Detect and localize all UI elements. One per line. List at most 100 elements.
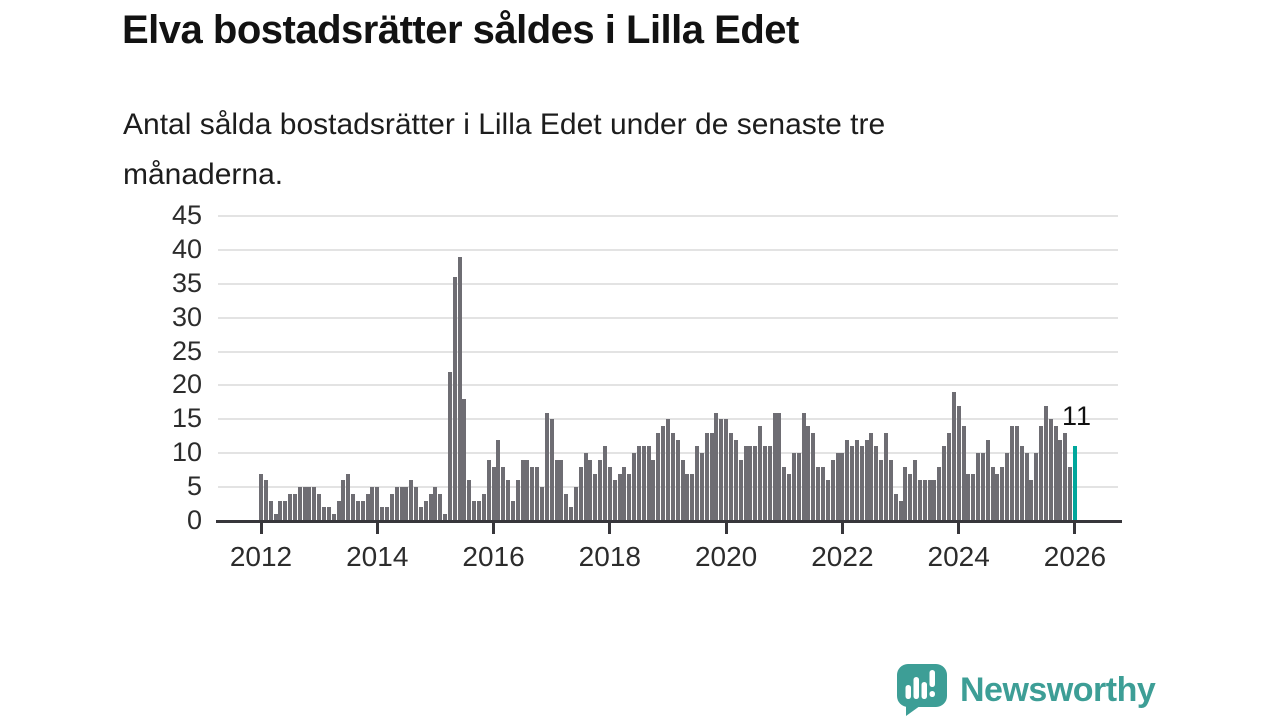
bar [728,432,733,521]
bar [583,453,588,521]
x-axis-label: 2020 [694,541,758,572]
bar [1058,439,1063,521]
bar [268,500,273,521]
bar [913,460,918,521]
bar [443,514,448,521]
bar [1014,426,1019,521]
bar [675,439,680,521]
bar [724,419,729,521]
bar [307,487,312,521]
subtitle-line-2: månaderna. [123,158,284,191]
bar [326,507,331,521]
bar [758,426,763,521]
bar [554,460,559,521]
gridline [218,215,1118,217]
bar [462,399,467,521]
y-axis-label: 15 [171,403,202,434]
x-axis-tick [608,523,612,534]
bar [346,473,351,521]
bar [423,500,428,521]
bar [753,446,758,521]
bar [617,473,622,521]
bar [641,446,646,521]
bar [409,480,414,521]
bar [1000,466,1005,521]
bar [510,500,515,521]
bar [263,480,268,521]
bar [1043,405,1048,521]
bar [564,493,569,521]
gridline [218,316,1118,319]
bar [477,500,482,521]
bar [762,446,767,521]
x-axis-label: 2022 [811,541,874,572]
bar [457,256,462,521]
bar [278,500,283,521]
bar [380,507,385,521]
bar [879,460,884,521]
x-axis-tick [492,523,496,534]
bar [1048,419,1053,521]
bar [942,446,947,521]
bar [317,493,322,521]
bar [661,426,666,521]
bar [908,473,913,521]
bar [292,493,297,521]
gridline [218,384,1118,387]
bar [777,412,782,521]
bar [302,487,307,521]
page-subtitle: Antal sålda bostadsrätter i Lilla Edet u… [123,100,885,200]
x-axis-label: 2026 [1043,541,1107,572]
bar [738,460,743,521]
bar [859,446,864,521]
bar [607,466,612,521]
gridline [218,350,1118,353]
bar [622,466,627,521]
bar [767,446,772,521]
bar [370,487,375,521]
bar [951,392,956,521]
bar [544,412,549,521]
bar [312,487,317,521]
y-axis-label: 20 [171,369,202,400]
bar [384,507,389,521]
bar [283,500,288,521]
x-axis-label: 2024 [927,541,990,572]
bar [632,453,637,521]
y-axis-label: 5 [186,471,202,502]
bar [665,419,670,521]
bar [331,514,336,521]
bar [506,480,511,521]
bar [898,500,903,521]
x-axis-tick [1073,523,1077,534]
x-axis-tick [259,523,263,534]
bar [787,473,792,521]
x-axis-label: 2018 [578,541,641,572]
bar [961,426,966,521]
bar [830,460,835,521]
bar [985,439,990,521]
bar [1068,466,1073,521]
bar [656,432,661,521]
bar [743,446,748,521]
bar [569,507,574,521]
bar [816,466,821,521]
bar [472,500,477,521]
x-axis-tick [840,523,844,534]
bar [685,473,690,521]
bar [1034,453,1039,521]
bar [825,480,830,521]
bar [864,439,869,521]
bar [835,453,840,521]
bar [365,493,370,521]
gridline [218,282,1118,285]
x-axis-tick [724,523,728,534]
bar [535,466,540,521]
bar [515,480,520,521]
x-axis-label: 2012 [229,541,293,572]
bar [559,460,564,521]
bar [525,460,530,521]
bar [956,405,961,521]
bar [782,466,787,521]
